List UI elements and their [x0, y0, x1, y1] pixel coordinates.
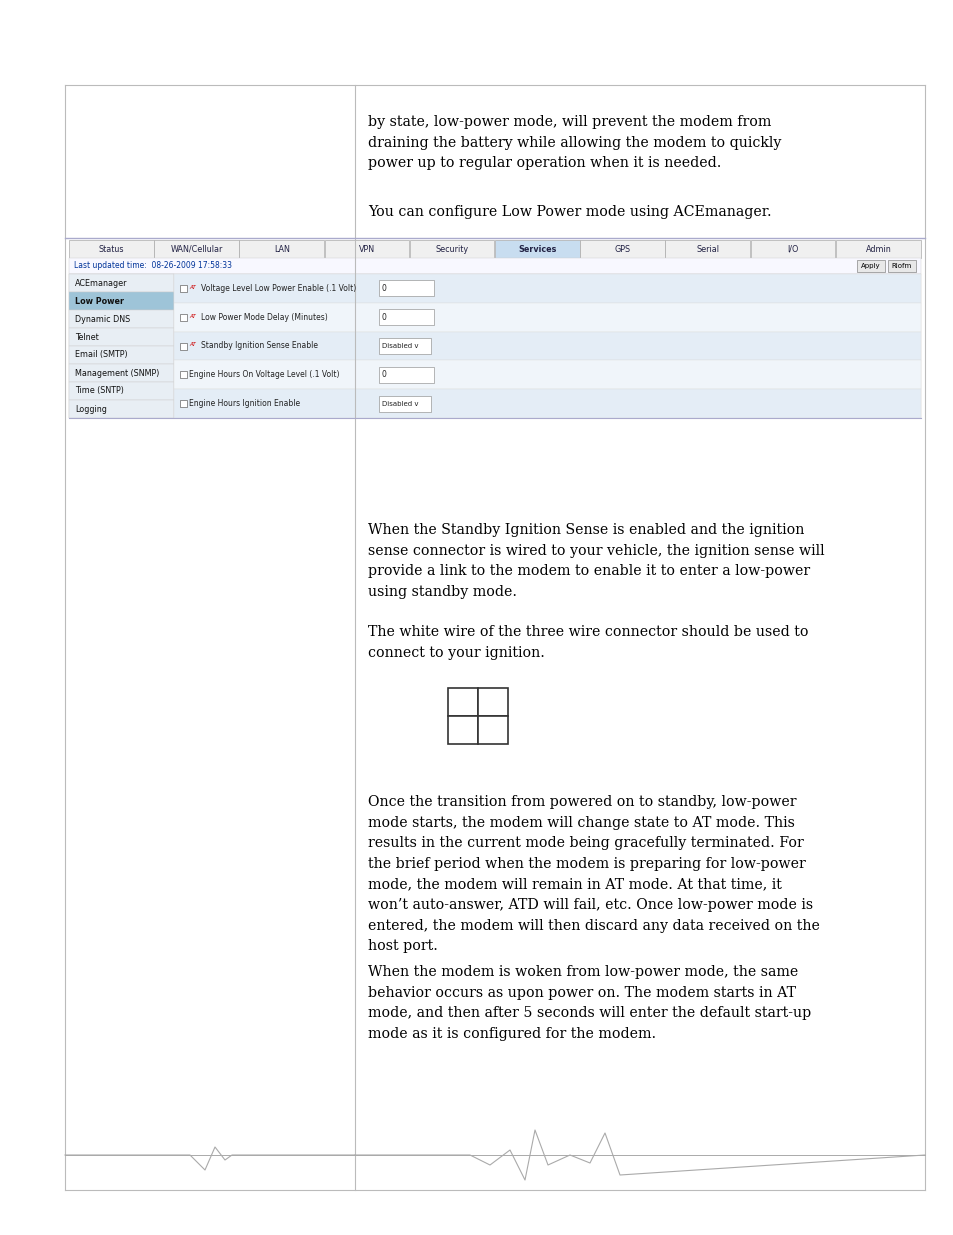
Bar — [173, 361, 920, 389]
Bar — [180, 342, 187, 350]
Bar — [69, 310, 173, 329]
Text: AT: AT — [189, 285, 195, 290]
Text: Rlofm: Rlofm — [891, 263, 911, 269]
Text: Engine Hours Ignition Enable: Engine Hours Ignition Enable — [189, 399, 300, 408]
Bar — [448, 716, 477, 743]
Bar — [477, 688, 507, 716]
Text: The white wire of the three wire connector should be used to
connect to your ign: The white wire of the three wire connect… — [368, 625, 807, 659]
Bar — [410, 240, 494, 258]
Text: WAN/Cellular: WAN/Cellular — [171, 245, 223, 253]
Text: When the Standby Ignition Sense is enabled and the ignition
sense connector is w: When the Standby Ignition Sense is enabl… — [368, 522, 823, 599]
Text: Engine Hours On Voltage Level (.1 Volt): Engine Hours On Voltage Level (.1 Volt) — [189, 370, 339, 379]
Text: Low Power Mode Delay (Minutes): Low Power Mode Delay (Minutes) — [201, 312, 328, 321]
Text: 0: 0 — [381, 312, 387, 321]
Text: Logging: Logging — [75, 405, 107, 414]
Bar — [180, 400, 187, 408]
Text: Disabled v: Disabled v — [381, 343, 418, 350]
Text: Voltage Level Low Power Enable (.1 Volt): Voltage Level Low Power Enable (.1 Volt) — [201, 284, 355, 293]
Bar — [239, 240, 324, 258]
Bar — [69, 274, 173, 291]
Text: Telnet: Telnet — [75, 332, 99, 342]
Bar — [835, 240, 920, 258]
Bar — [856, 261, 884, 272]
Bar — [180, 314, 187, 321]
Text: ACEmanager: ACEmanager — [75, 279, 128, 288]
Bar — [180, 285, 187, 291]
Text: Low Power: Low Power — [75, 296, 124, 305]
Bar — [378, 367, 434, 383]
Bar — [154, 240, 238, 258]
Bar — [69, 382, 173, 400]
Text: I/O: I/O — [786, 245, 798, 253]
Text: AT: AT — [189, 314, 195, 319]
Bar — [180, 372, 187, 378]
Text: Disabled v: Disabled v — [381, 400, 418, 406]
Bar — [579, 240, 664, 258]
Text: Time (SNTP): Time (SNTP) — [75, 387, 124, 395]
Bar — [448, 688, 477, 716]
Text: Security: Security — [436, 245, 469, 253]
Bar — [69, 346, 173, 364]
Bar — [664, 240, 749, 258]
Bar — [69, 400, 173, 417]
Bar — [69, 291, 173, 310]
Bar — [378, 309, 434, 325]
Bar — [173, 389, 920, 417]
Bar — [378, 280, 434, 296]
Bar — [378, 395, 431, 411]
Text: Status: Status — [99, 245, 124, 253]
Text: Email (SMTP): Email (SMTP) — [75, 351, 128, 359]
Bar — [750, 240, 835, 258]
Text: AT: AT — [189, 342, 195, 347]
Bar — [173, 274, 920, 417]
Text: Once the transition from powered on to standby, low-power
mode starts, the modem: Once the transition from powered on to s… — [368, 795, 819, 953]
Bar — [887, 261, 915, 272]
Bar — [477, 716, 507, 743]
Text: You can configure Low Power mode using ACEmanager.: You can configure Low Power mode using A… — [368, 205, 771, 219]
Bar — [173, 303, 920, 332]
Bar — [69, 274, 173, 417]
Text: Admin: Admin — [864, 245, 890, 253]
Text: Dynamic DNS: Dynamic DNS — [75, 315, 131, 324]
Text: by state, low-power mode, will prevent the modem from
draining the battery while: by state, low-power mode, will prevent t… — [368, 115, 781, 170]
Text: 0: 0 — [381, 284, 387, 293]
Bar — [173, 274, 920, 303]
Text: Management (SNMP): Management (SNMP) — [75, 368, 159, 378]
Text: Services: Services — [517, 245, 557, 253]
Text: When the modem is woken from low-power mode, the same
behavior occurs as upon po: When the modem is woken from low-power m… — [368, 965, 810, 1041]
Text: VPN: VPN — [358, 245, 375, 253]
Text: LAN: LAN — [274, 245, 290, 253]
Bar — [173, 332, 920, 361]
Bar — [69, 258, 920, 274]
Text: Apply: Apply — [861, 263, 880, 269]
Text: Serial: Serial — [696, 245, 719, 253]
Bar — [378, 338, 431, 354]
Bar — [495, 240, 579, 258]
Bar — [324, 240, 409, 258]
Text: 0: 0 — [381, 370, 387, 379]
Bar — [69, 364, 173, 382]
Text: Last updated time:  08-26-2009 17:58:33: Last updated time: 08-26-2009 17:58:33 — [74, 262, 232, 270]
Bar — [69, 329, 173, 346]
Text: Standby Ignition Sense Enable: Standby Ignition Sense Enable — [201, 342, 317, 351]
Text: GPS: GPS — [614, 245, 630, 253]
Bar — [69, 240, 153, 258]
